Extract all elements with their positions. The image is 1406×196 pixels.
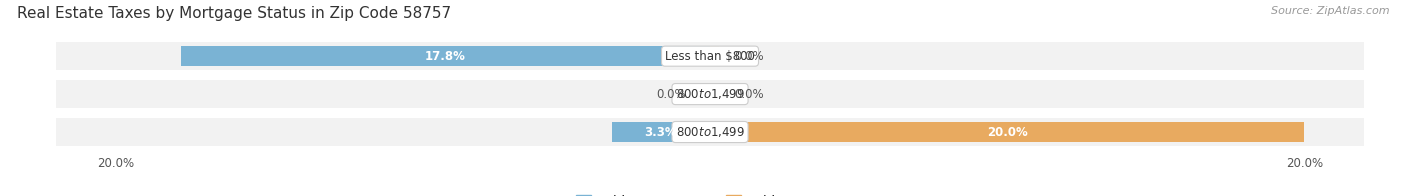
Text: $800 to $1,499: $800 to $1,499 bbox=[675, 125, 745, 139]
Text: 0.0%: 0.0% bbox=[657, 88, 686, 101]
Text: 3.3%: 3.3% bbox=[645, 125, 678, 139]
Bar bbox=[56, 43, 1364, 70]
Text: Real Estate Taxes by Mortgage Status in Zip Code 58757: Real Estate Taxes by Mortgage Status in … bbox=[17, 6, 451, 21]
Bar bbox=[181, 46, 710, 66]
Bar bbox=[56, 118, 1364, 146]
Legend: Without Mortgage, With Mortgage: Without Mortgage, With Mortgage bbox=[576, 195, 844, 196]
Bar bbox=[612, 122, 710, 142]
Text: Less than $800: Less than $800 bbox=[665, 50, 755, 63]
Text: 17.8%: 17.8% bbox=[425, 50, 465, 63]
Text: Source: ZipAtlas.com: Source: ZipAtlas.com bbox=[1271, 6, 1389, 16]
Bar bbox=[710, 84, 718, 104]
Bar bbox=[56, 80, 1364, 108]
Bar bbox=[710, 46, 718, 66]
Text: 20.0%: 20.0% bbox=[987, 125, 1028, 139]
Text: 0.0%: 0.0% bbox=[734, 88, 763, 101]
Text: 0.0%: 0.0% bbox=[734, 50, 763, 63]
Bar bbox=[702, 84, 710, 104]
Text: $800 to $1,499: $800 to $1,499 bbox=[675, 87, 745, 101]
Bar bbox=[710, 122, 1305, 142]
